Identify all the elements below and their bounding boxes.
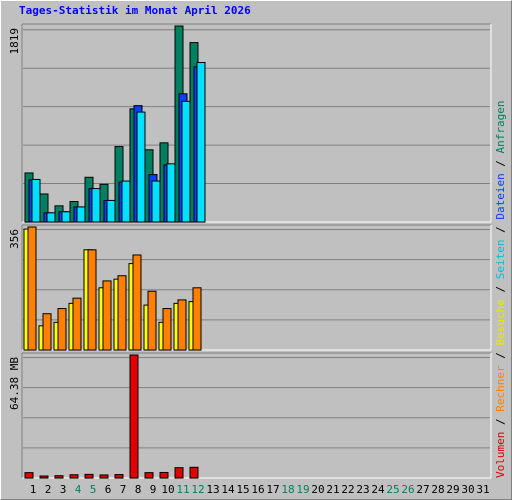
x-label-day-8: 8 (135, 483, 142, 496)
bar-volumen-day-11 (174, 467, 184, 479)
legend-item-rechner: Rechner (494, 365, 507, 412)
x-label-day-17: 17 (266, 483, 279, 496)
x-label-day-11: 11 (176, 483, 189, 496)
legend-separator: / (494, 412, 507, 432)
legend-item-dateien: Dateien (494, 173, 507, 219)
legend-item-seiten: Seiten (494, 240, 507, 280)
bar-seiten-day-8 (136, 111, 146, 223)
x-label-day-4: 4 (75, 483, 82, 496)
bar-volumen-day-7 (114, 474, 124, 479)
x-label-day-12: 12 (191, 483, 204, 496)
bar-seiten-day-5 (91, 188, 101, 223)
bar-seiten-day-9 (151, 180, 161, 223)
x-label-day-10: 10 (161, 483, 174, 496)
legend-item-besuche: Besuche (494, 299, 507, 345)
x-label-day-18: 18 (281, 483, 294, 496)
bar-rechner-day-1 (27, 226, 37, 351)
bar-seiten-day-7 (121, 180, 131, 223)
legend-separator: / (494, 279, 507, 299)
x-label-day-31: 31 (476, 483, 489, 496)
bar-rechner-day-5 (87, 249, 97, 351)
bar-rechner-day-10 (162, 308, 172, 351)
bar-rechner-day-2 (42, 313, 52, 351)
x-label-day-30: 30 (461, 483, 474, 496)
bar-rechner-day-7 (117, 275, 127, 351)
chart-legend: Volumen / Rechner / Besuche / Seiten / D… (494, 100, 507, 478)
x-label-day-25: 25 (386, 483, 399, 496)
legend-separator: / (494, 346, 507, 366)
bar-seiten-day-1 (31, 178, 41, 223)
x-label-day-23: 23 (356, 483, 369, 496)
x-label-day-5: 5 (90, 483, 97, 496)
bar-volumen-day-2 (39, 475, 49, 479)
x-label-day-29: 29 (446, 483, 459, 496)
bar-volumen-day-8 (129, 354, 139, 479)
bar-volumen-day-6 (99, 474, 109, 479)
bar-volumen-day-4 (69, 474, 79, 479)
bar-volumen-day-1 (24, 472, 34, 479)
x-label-day-1: 1 (30, 483, 37, 496)
x-label-day-20: 20 (311, 483, 324, 496)
bar-seiten-day-2 (46, 212, 56, 223)
x-label-day-22: 22 (341, 483, 354, 496)
bar-volumen-day-10 (159, 471, 169, 479)
plot-area (22, 353, 491, 478)
y-max-label: 356 (8, 229, 21, 249)
chart-title: Tages-Statistik im Monat April 2026 (19, 4, 251, 17)
x-label-day-24: 24 (371, 483, 385, 496)
bar-rechner-day-8 (132, 254, 142, 351)
legend-item-anfragen: Anfragen (494, 100, 507, 153)
x-label-day-26: 26 (401, 483, 414, 496)
volume-panel: 64.38 MB (8, 352, 492, 479)
bar-seiten-day-10 (166, 163, 176, 223)
bar-volumen-day-5 (84, 473, 94, 479)
visits-panel: 356 (8, 224, 492, 351)
legend-text: Volumen / Rechner / Besuche / Seiten / D… (494, 100, 507, 478)
bar-rechner-day-12 (192, 287, 202, 351)
x-label-day-16: 16 (251, 483, 264, 496)
legend-item-volumen: Volumen (494, 432, 507, 478)
requests-panel: 1819 (8, 23, 492, 223)
bar-rechner-day-4 (72, 297, 82, 351)
bar-seiten-day-4 (76, 206, 86, 223)
x-label-day-15: 15 (236, 483, 249, 496)
x-label-day-9: 9 (150, 483, 157, 496)
bar-rechner-day-3 (57, 308, 67, 351)
x-label-day-6: 6 (105, 483, 112, 496)
x-label-day-28: 28 (431, 483, 444, 496)
bar-seiten-day-3 (61, 211, 71, 223)
y-max-label: 1819 (8, 28, 21, 55)
bar-volumen-day-9 (144, 472, 154, 479)
x-label-day-13: 13 (206, 483, 219, 496)
bar-rechner-day-11 (177, 299, 187, 351)
x-label-day-27: 27 (416, 483, 429, 496)
x-label-day-21: 21 (326, 483, 339, 496)
bar-seiten-day-12 (196, 62, 206, 223)
legend-separator: / (494, 153, 507, 173)
y-max-label: 64.38 MB (8, 357, 21, 410)
bar-rechner-day-6 (102, 280, 112, 351)
x-label-day-7: 7 (120, 483, 127, 496)
bar-volumen-day-3 (54, 475, 64, 479)
x-label-day-14: 14 (221, 483, 235, 496)
bar-volumen-day-12 (189, 466, 199, 479)
bar-seiten-day-6 (106, 199, 116, 223)
legend-separator: / (494, 220, 507, 240)
x-axis-labels: 1 2 3 4 5 6 7 8 9 10 11 12 13 14 15 16 17 18 19 20 21 22 23 24 2… (30, 483, 490, 496)
bar-seiten-day-11 (181, 100, 191, 223)
chart-panels: 1819 356 64.38 MB (8, 23, 492, 479)
x-label-day-2: 2 (45, 483, 52, 496)
x-label-day-19: 19 (296, 483, 309, 496)
x-label-day-3: 3 (60, 483, 67, 496)
bar-rechner-day-9 (147, 290, 157, 351)
